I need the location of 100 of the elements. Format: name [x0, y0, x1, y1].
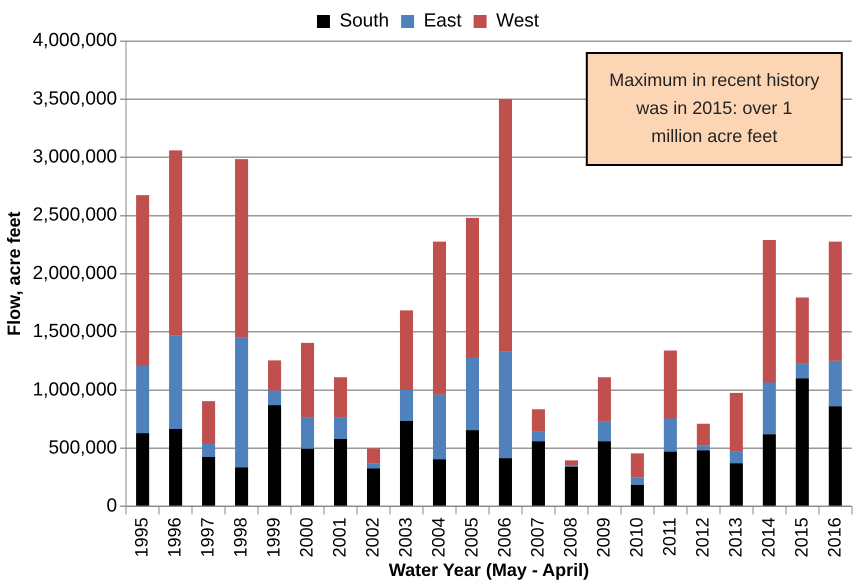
legend-label: South: [339, 10, 390, 32]
x-tick-label: 2001: [330, 517, 350, 558]
bar: [466, 218, 480, 358]
bar: [301, 448, 314, 506]
x-tick-label: 2010: [626, 517, 646, 558]
bar: [796, 364, 809, 378]
x-tick-label: 1999: [264, 517, 284, 558]
x-tick-label: 2013: [725, 517, 746, 558]
bar: [498, 458, 512, 506]
bar: [169, 150, 182, 336]
bar: [169, 428, 182, 506]
x-tick-label: 2016: [824, 517, 844, 558]
x-tick-label: 1995: [132, 517, 152, 558]
bar: [301, 342, 314, 418]
bar: [136, 195, 150, 366]
bar: [334, 377, 348, 418]
x-tick-label: 2006: [494, 517, 514, 558]
y-tick-label: 3,000,000: [32, 146, 118, 168]
bar: [202, 456, 216, 506]
bar: [400, 390, 414, 421]
x-tick-label: 2002: [362, 517, 382, 558]
bar: [466, 357, 480, 430]
bar: [796, 298, 809, 364]
bar: [828, 360, 842, 406]
bar: [136, 365, 150, 434]
bar: [762, 240, 776, 382]
bar: [268, 360, 282, 391]
x-tick-label: 2005: [461, 517, 482, 558]
x-tick-label: 2012: [692, 517, 712, 558]
bar: [532, 432, 545, 442]
bar: [169, 335, 182, 429]
bar: [630, 477, 644, 485]
bar: [730, 392, 743, 452]
bar: [202, 444, 216, 457]
bar: [696, 450, 710, 506]
bar: [630, 484, 644, 506]
bar: [202, 401, 216, 444]
y-axis-title: Flow, acre feet: [4, 211, 24, 336]
bar: [598, 377, 611, 422]
bar: [532, 441, 545, 506]
bar: [400, 420, 414, 506]
bar: [664, 350, 677, 419]
bar: [762, 434, 776, 506]
y-tick-label: 4,000,000: [32, 30, 118, 52]
x-tick-label: 2009: [593, 517, 614, 558]
bar: [268, 405, 282, 506]
y-tick-label: 1,000,000: [32, 379, 118, 400]
bar: [828, 242, 842, 361]
bar: [730, 463, 743, 506]
y-tick-label: 3,500,000: [32, 88, 118, 110]
bar: [235, 467, 248, 506]
y-tick-label: 0: [106, 496, 118, 517]
bar: [268, 390, 282, 406]
annotation: Maximum in recent history was in 2015: over 1 million acre feet: [609, 70, 820, 146]
bar: [235, 159, 248, 338]
x-tick-label: 2003: [395, 517, 416, 558]
bar: [432, 459, 446, 506]
bar: [532, 409, 545, 432]
bar: [828, 406, 842, 506]
bar: [466, 430, 480, 506]
x-tick-label: 1998: [230, 517, 251, 558]
bar: [235, 338, 248, 468]
bar: [432, 242, 446, 395]
x-tick-label: 2014: [758, 517, 778, 558]
x-tick-label: 2011: [659, 517, 680, 556]
bar: [564, 460, 578, 466]
bar: [630, 453, 644, 478]
y-tick-label: 2,500,000: [32, 204, 118, 226]
bar: [796, 378, 809, 506]
x-tick-label: 1996: [164, 517, 185, 558]
bar: [696, 445, 710, 451]
bar: [301, 417, 314, 449]
x-tick-label: 2015: [791, 517, 812, 558]
bar: [334, 417, 348, 439]
x-tick-label: 2008: [560, 517, 580, 558]
bar: [498, 352, 512, 458]
bar: [564, 466, 578, 506]
bar: [498, 99, 512, 352]
bar: [762, 382, 776, 434]
bar: [598, 421, 611, 442]
bar: [400, 310, 414, 390]
bar: [366, 463, 380, 469]
bar: [366, 468, 380, 506]
bar: [334, 438, 348, 506]
bar: [136, 433, 150, 506]
legend-label: West: [496, 10, 540, 32]
bar: [598, 441, 611, 506]
x-tick-label: 2007: [527, 517, 548, 558]
bar: [730, 452, 743, 464]
x-tick-label: 2000: [296, 517, 317, 558]
bar: [432, 394, 446, 460]
bar: [664, 418, 677, 452]
bar: [366, 448, 380, 464]
y-tick-label: 1,500,000: [32, 321, 118, 342]
bar: [664, 452, 677, 506]
x-tick-label: 1997: [198, 517, 218, 558]
y-tick-label: 2,000,000: [32, 262, 118, 284]
x-axis-title: Water Year (May - April): [388, 560, 590, 580]
bar: [696, 424, 710, 446]
legend-label: East: [424, 10, 462, 32]
